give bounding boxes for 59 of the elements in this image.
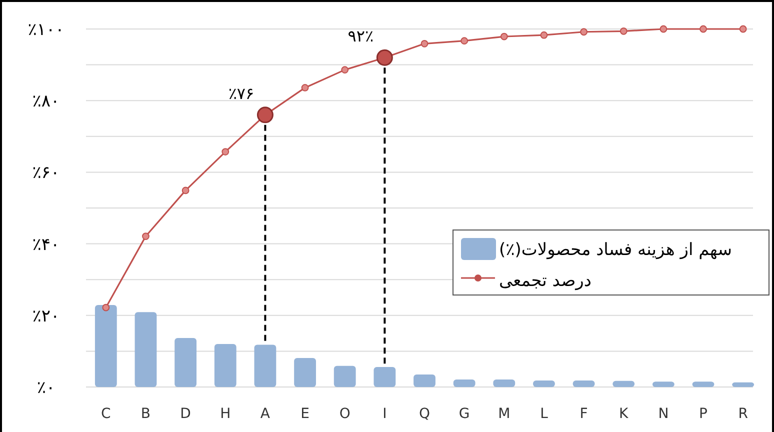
point xyxy=(540,31,548,39)
x-tick-label: H xyxy=(220,406,231,422)
bar xyxy=(334,366,356,387)
x-tick-label: F xyxy=(580,406,588,422)
x-tick-label: L xyxy=(540,406,548,422)
y-tick-label: ٪۱۰۰ xyxy=(28,20,64,40)
bar xyxy=(533,380,555,387)
bar xyxy=(214,344,236,387)
point xyxy=(420,40,428,48)
bar xyxy=(254,344,276,387)
y-tick-label: ٪۶۰ xyxy=(32,163,60,184)
point xyxy=(301,84,309,92)
x-tick-label: A xyxy=(260,406,270,422)
x-tick-label: B xyxy=(140,406,151,422)
x-tick-label: R xyxy=(738,406,748,422)
annotation: ۹۲٪ xyxy=(348,26,374,46)
point xyxy=(580,28,588,36)
bar xyxy=(374,366,396,387)
bar xyxy=(94,305,117,387)
x-tick-label: G xyxy=(458,406,470,422)
bar xyxy=(294,358,316,387)
x-tick-label: D xyxy=(180,406,191,422)
bar xyxy=(692,382,714,387)
point xyxy=(182,186,190,194)
point xyxy=(500,32,508,40)
bar xyxy=(453,379,476,387)
x-tick-label: C xyxy=(101,406,112,422)
annotation: ٪۷۶ xyxy=(228,84,254,103)
point xyxy=(620,27,628,35)
x-tick-label: E xyxy=(300,406,310,422)
bar xyxy=(414,374,436,387)
x-tick-label: N xyxy=(658,406,669,422)
bar xyxy=(493,379,516,387)
x-tick-label: O xyxy=(339,406,350,422)
bar xyxy=(174,338,197,387)
y-tick-label: ٪۴۰ xyxy=(32,234,60,255)
legend-label: درصد تجمعی xyxy=(499,271,592,291)
y-tick-label: ٪۰ xyxy=(36,378,56,398)
bar xyxy=(134,312,157,387)
point xyxy=(660,25,668,33)
bar xyxy=(612,380,635,387)
y-tick-label: ٪۲۰ xyxy=(32,306,60,326)
point xyxy=(102,304,110,312)
legend-label: سهم از هزینه فساد محصولات(٪) xyxy=(499,240,732,260)
point xyxy=(341,66,349,74)
point xyxy=(739,25,747,33)
point xyxy=(460,37,468,45)
y-tick-label: ٪۸۰ xyxy=(32,92,60,112)
bar xyxy=(732,382,754,387)
x-tick-label: M xyxy=(498,406,510,422)
x-tick-label: I xyxy=(382,406,387,422)
x-tick-label: P xyxy=(699,406,708,422)
point xyxy=(142,232,150,240)
x-tick-label: K xyxy=(619,406,630,422)
bar xyxy=(652,382,674,387)
x-tick-label: Q xyxy=(418,406,430,422)
point xyxy=(700,25,707,33)
point xyxy=(222,148,230,156)
bar xyxy=(572,380,595,387)
